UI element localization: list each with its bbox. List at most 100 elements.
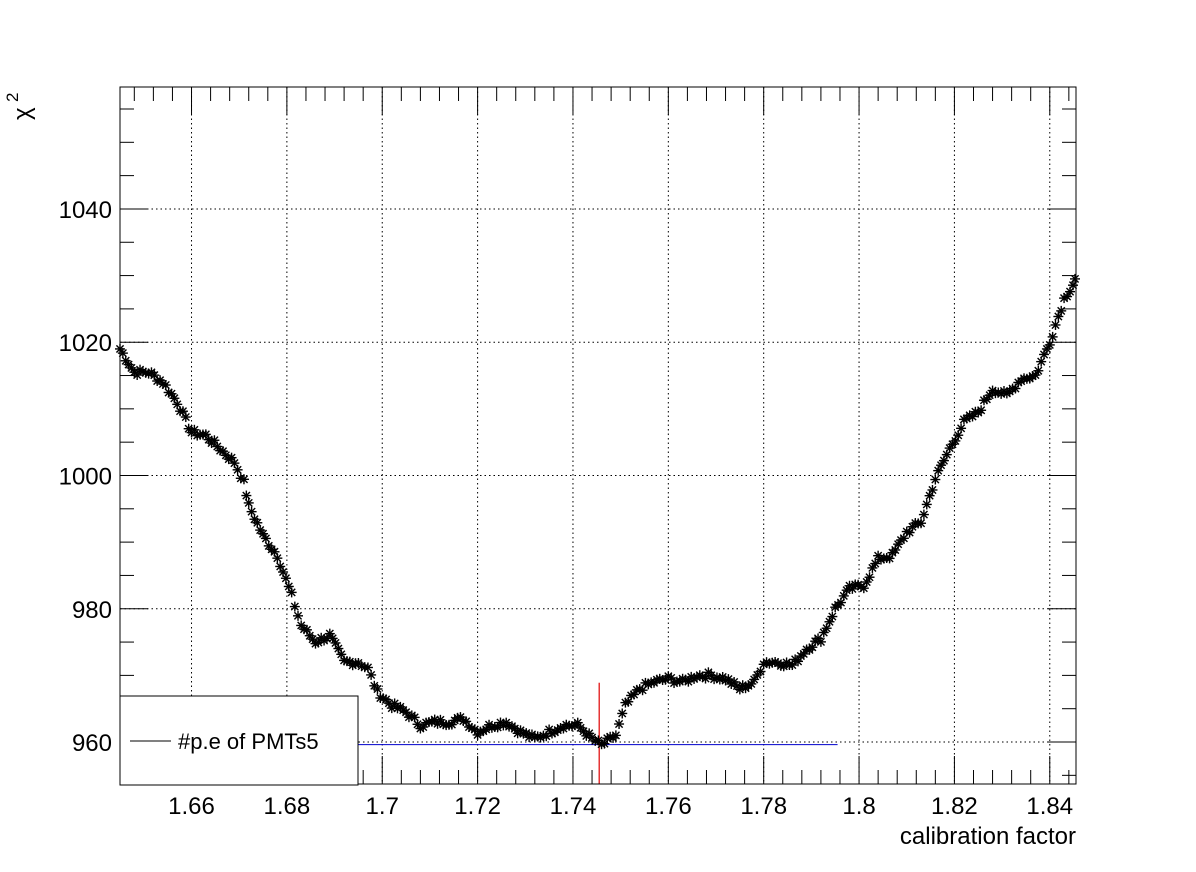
data-point-stroke (928, 485, 937, 495)
data-point-stroke (1034, 366, 1043, 375)
data-point-stroke (611, 731, 620, 740)
data-point-stroke (290, 602, 299, 611)
x-tick-label: 1.72 (454, 793, 501, 820)
data-point (180, 412, 191, 423)
data-point-stroke (667, 673, 676, 683)
data-point-stroke (230, 459, 239, 468)
data-point (301, 624, 312, 635)
data-point (280, 573, 291, 584)
data-point-stroke (1070, 274, 1080, 284)
data-point-stroke (167, 389, 176, 398)
data-point-stroke (750, 675, 759, 684)
y-tick-label: 960 (72, 730, 112, 757)
data-point-stroke (201, 430, 210, 439)
data-point-stroke (328, 634, 337, 643)
data-point (1070, 273, 1080, 284)
data-point-stroke (579, 727, 588, 736)
x-tick-label: 1.66 (168, 793, 215, 820)
data-point (286, 587, 297, 598)
data-point (1033, 365, 1044, 376)
data-point-stroke (756, 667, 765, 676)
x-tick-label: 1.84 (1026, 793, 1073, 820)
data-point-stroke (390, 699, 399, 708)
grid-layer (120, 87, 1076, 784)
data-point-stroke (190, 425, 199, 434)
data-point-stroke (367, 670, 376, 680)
data-point-stroke (922, 500, 931, 509)
data-point (916, 518, 927, 529)
data-point-stroke (871, 559, 880, 568)
data-point-stroke (357, 662, 366, 671)
data-point-stroke (127, 363, 136, 373)
data-point (241, 490, 252, 501)
y-tick-label: 1040 (59, 197, 112, 224)
data-point-stroke (573, 718, 582, 727)
x-tick-label: 1.78 (740, 793, 787, 820)
data-point-stroke (276, 562, 285, 571)
data-point-stroke (284, 582, 293, 591)
data-point-stroke (363, 663, 373, 672)
y-axis-title: χ 2 (3, 93, 36, 120)
y-tick-label: 1020 (59, 330, 112, 357)
data-point-stroke (865, 573, 874, 582)
data-point (1047, 331, 1058, 342)
data-point-stroke (956, 424, 966, 433)
data-point (272, 553, 283, 564)
data-point (617, 708, 628, 719)
data-point (243, 497, 254, 508)
x-axis-title: calibration factor (900, 823, 1076, 850)
data-point-stroke (233, 465, 242, 474)
data-point-stroke (436, 715, 445, 724)
data-point-stroke (337, 650, 346, 659)
data-point-stroke (931, 475, 940, 484)
data-point-stroke (618, 709, 627, 718)
x-tick-label: 1.74 (550, 793, 597, 820)
data-point (212, 441, 223, 452)
data-point (827, 611, 838, 622)
data-point-stroke (614, 719, 624, 729)
data-point-stroke (410, 713, 419, 722)
data-point-stroke (218, 447, 228, 456)
data-point-stroke (278, 567, 288, 577)
data-point (160, 380, 171, 391)
data-point (976, 405, 987, 416)
data-point (815, 636, 826, 647)
data-point-stroke (293, 611, 303, 620)
x-tick-label: 1.76 (645, 793, 692, 820)
data-point-stroke (828, 612, 837, 621)
data-point-stroke (210, 436, 219, 445)
data-point-stroke (281, 574, 291, 583)
legend-entry-label: #p.e of PMTs5 (178, 729, 319, 754)
plot-frame (119, 86, 1077, 785)
data-point-stroke (181, 412, 190, 422)
data-point-stroke (227, 453, 236, 462)
x-tick-label: 1.82 (931, 793, 978, 820)
data-point-stroke (401, 708, 411, 717)
data-point (232, 464, 243, 475)
data-point-stroke (244, 498, 253, 508)
data-point-stroke (470, 725, 479, 734)
data-point-stroke (258, 529, 268, 538)
data-point (956, 423, 967, 434)
y-tick-label: 1000 (59, 463, 112, 490)
data-point-stroke (456, 712, 465, 722)
data-point-stroke (1048, 332, 1057, 341)
data-point-stroke (150, 371, 159, 380)
data-point-stroke (213, 442, 222, 451)
data-point (918, 509, 929, 520)
data-point-stroke (545, 725, 554, 734)
data-point (835, 597, 846, 608)
data-point-stroke (977, 406, 986, 415)
data-point (1036, 356, 1047, 367)
data-point-stroke (462, 717, 471, 726)
data-point-stroke (270, 547, 279, 556)
data-point (260, 533, 271, 544)
data-point-stroke (724, 675, 733, 684)
data-point-stroke (874, 551, 883, 560)
data-point-stroke (308, 635, 317, 644)
y-axis-title-superscript: 2 (3, 93, 22, 102)
data-point (936, 460, 947, 471)
data-point (293, 610, 304, 621)
data-point-stroke (161, 380, 170, 390)
